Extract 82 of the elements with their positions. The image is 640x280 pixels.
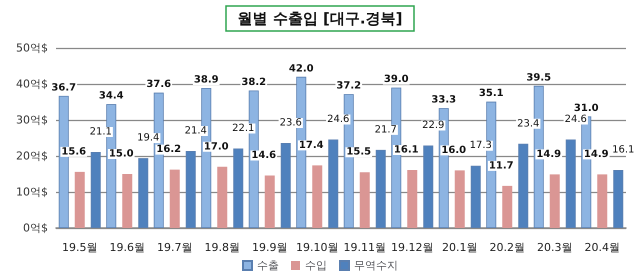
data-label: 39.5 <box>526 72 552 84</box>
bar <box>90 152 101 228</box>
x-tick-label: 19.12월 <box>391 241 434 254</box>
legend-label: 수입 <box>305 259 327 272</box>
bar <box>233 148 244 228</box>
data-label: 21.1 <box>90 126 112 138</box>
bar <box>170 170 180 228</box>
bar <box>454 170 465 228</box>
data-label: 24.6 <box>327 114 350 125</box>
data-label: 19.4 <box>137 132 160 144</box>
data-label: 23.6 <box>280 118 302 129</box>
data-label: 15.6 <box>61 146 86 158</box>
y-tick-label: 40억$ <box>16 78 48 90</box>
bar <box>138 158 148 228</box>
data-label: 37.2 <box>336 80 362 92</box>
bar <box>74 172 85 228</box>
bar <box>328 139 338 228</box>
x-tick-label: 20.1월 <box>442 241 478 254</box>
data-label: 21.7 <box>374 124 397 136</box>
legend-label: 수출 <box>257 259 279 272</box>
y-tick-label: 20억$ <box>16 150 48 162</box>
data-label: 35.1 <box>478 88 504 100</box>
bar <box>423 146 434 228</box>
data-label: 17.3 <box>470 140 492 152</box>
data-label: 17.0 <box>204 141 229 152</box>
y-tick-label: 10억$ <box>16 186 48 198</box>
bar <box>518 144 528 228</box>
data-label: 14.9 <box>536 148 562 160</box>
data-label: 31.0 <box>574 102 599 114</box>
data-label: 16.1 <box>612 144 634 156</box>
data-label: 23.4 <box>517 118 540 130</box>
x-tick-label: 20.3월 <box>537 241 572 254</box>
y-tick-label: 0억$ <box>23 222 48 234</box>
legend-label: 무역수지 <box>354 259 398 272</box>
chart-title: 월별 수출입 [대구.경북] <box>238 10 402 28</box>
x-tick-label: 19.10월 <box>296 241 338 254</box>
bar <box>502 186 512 228</box>
bar <box>186 150 196 228</box>
bar <box>407 170 418 228</box>
data-label: 21.4 <box>184 125 207 136</box>
y-tick-label: 50억$ <box>16 42 48 54</box>
data-label: 34.4 <box>98 90 124 102</box>
data-label: 17.4 <box>298 140 324 151</box>
x-tick-label: 19.5월 <box>62 241 98 254</box>
bar <box>566 139 576 228</box>
x-tick-label: 19.7월 <box>157 241 192 254</box>
data-label: 14.6 <box>251 150 276 161</box>
data-label: 16.0 <box>441 144 466 156</box>
data-label: 22.9 <box>422 120 444 132</box>
data-label: 24.6 <box>564 114 587 125</box>
bar <box>122 174 132 228</box>
bar <box>597 174 608 228</box>
bar <box>613 170 624 228</box>
x-tick-label: 20.2월 <box>490 241 525 254</box>
x-tick-label: 19.11월 <box>344 241 386 254</box>
y-tick-label: 30억$ <box>16 114 48 126</box>
data-label: 38.2 <box>241 76 266 88</box>
bar <box>280 143 291 228</box>
data-label: 39.0 <box>384 74 409 86</box>
data-label: 16.2 <box>156 144 182 156</box>
bar <box>264 175 275 228</box>
data-label: 15.5 <box>346 146 372 158</box>
x-tick-label: 19.8월 <box>204 241 240 254</box>
bar <box>470 166 481 228</box>
x-tick-label: 20.4월 <box>584 241 620 254</box>
data-label: 38.9 <box>194 74 219 86</box>
bar <box>376 150 386 228</box>
bar <box>217 166 228 228</box>
x-tick-label: 19.6월 <box>110 241 145 254</box>
data-label: 15.0 <box>108 148 134 160</box>
data-label: 37.6 <box>146 79 172 90</box>
bar <box>312 165 322 228</box>
bar <box>360 172 370 228</box>
data-label: 33.3 <box>431 94 456 106</box>
data-label: 42.0 <box>288 63 314 74</box>
bar <box>550 174 560 228</box>
data-label: 16.1 <box>394 144 419 156</box>
data-label: 22.1 <box>232 122 254 134</box>
x-tick-label: 19.9월 <box>252 241 288 254</box>
data-label: 14.9 <box>584 148 609 160</box>
data-label: 36.7 <box>51 82 76 94</box>
data-label: 11.7 <box>488 160 514 172</box>
